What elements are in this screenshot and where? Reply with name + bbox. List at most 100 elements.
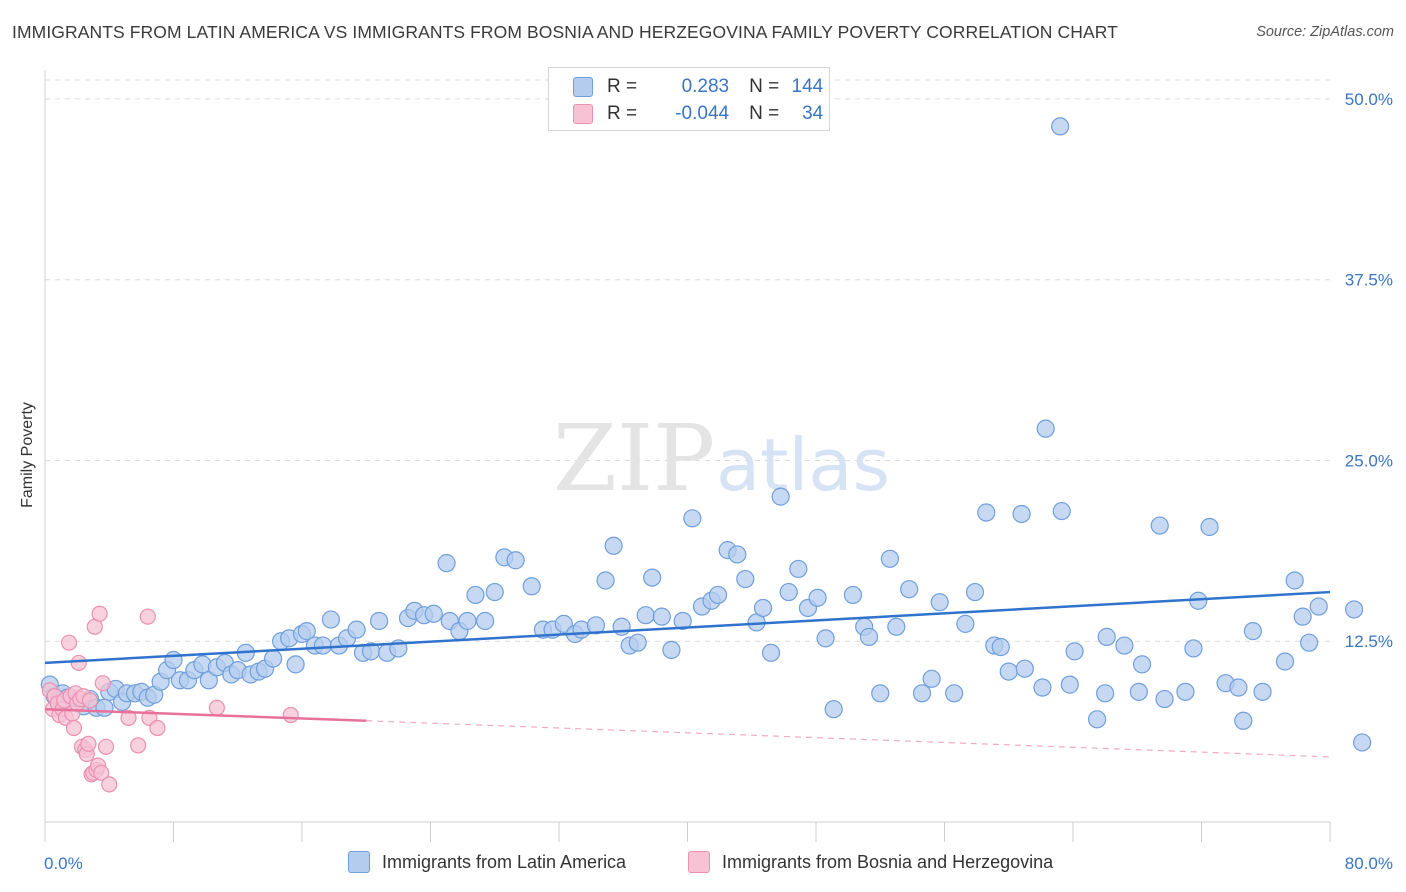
gridlines [45, 79, 1330, 642]
data-point [1253, 682, 1272, 701]
data-point [1060, 675, 1079, 694]
data-point [586, 616, 606, 635]
data-point [1243, 622, 1263, 641]
data-point [612, 617, 631, 636]
data-point [779, 582, 798, 602]
data-point [636, 606, 655, 625]
data-point [991, 637, 1010, 657]
data-point [94, 675, 111, 692]
data-point [1052, 501, 1071, 521]
data-point [628, 633, 647, 652]
data-point [437, 554, 456, 573]
n-label: N = [749, 76, 780, 97]
data-point [999, 662, 1018, 681]
data-point [65, 719, 83, 737]
watermark-zip: ZIP [553, 405, 715, 512]
data-point [297, 622, 316, 641]
data-point [930, 593, 949, 612]
legend-swatch-pink [688, 851, 710, 873]
data-point [945, 684, 964, 703]
data-point [60, 634, 78, 651]
legend-swatch-pink [573, 104, 593, 124]
data-point [1015, 659, 1034, 678]
data-point [139, 608, 156, 625]
y-tick-label: 50.0% [1345, 90, 1393, 109]
y-tick-label: 25.0% [1345, 451, 1393, 470]
data-point [97, 738, 115, 755]
data-point [164, 650, 183, 670]
data-point [683, 509, 702, 528]
data-point [80, 735, 97, 753]
x-tick-label-min: 0.0% [44, 854, 83, 873]
data-point [1012, 504, 1031, 524]
data-point [1129, 682, 1148, 701]
data-point [1096, 684, 1115, 703]
legend-label: Immigrants from Bosnia and Herzegovina [722, 851, 1054, 872]
data-point [673, 611, 692, 631]
r-value: 0.283 [681, 76, 730, 97]
data-point [1132, 655, 1152, 674]
n-value: 144 [791, 76, 824, 97]
y-tick-label: 12.5% [1345, 632, 1393, 651]
source-credit: Source: ZipAtlas.com [1256, 24, 1394, 40]
data-point [1344, 600, 1364, 619]
data-point [321, 610, 341, 629]
data-point [1353, 733, 1372, 752]
data-point [816, 629, 835, 648]
y-tick-label: 37.5% [1345, 271, 1393, 290]
data-point [263, 649, 283, 668]
legend-item-bosnia[interactable]: Immigrants from Bosnia and Herzegovina [688, 851, 1053, 873]
data-point [736, 569, 755, 589]
data-point [458, 611, 477, 631]
data-point [753, 598, 773, 618]
data-point [808, 588, 827, 607]
data-point [130, 737, 147, 754]
data-point [1176, 682, 1195, 701]
data-point [522, 577, 541, 596]
data-point [1150, 516, 1169, 535]
data-point [199, 671, 218, 690]
data-point [912, 684, 932, 703]
x-tick-label-max: 80.0% [1345, 854, 1393, 873]
r-label: R = [607, 103, 638, 124]
data-point [977, 503, 996, 522]
watermark: ZIP atlas [553, 405, 890, 512]
stats-legend: R = 0.283 N = 144 R = -0.044 N = 34 [548, 67, 830, 131]
data-point [824, 700, 843, 719]
series-legend: Immigrants from Latin America Immigrants… [0, 851, 1406, 877]
data-point [880, 549, 899, 568]
tick-labels: 12.5% 25.0% 37.5% 50.0% 0.0% 80.0% [44, 90, 1393, 873]
data-point [1293, 607, 1312, 626]
data-point [476, 611, 495, 631]
data-point [1051, 117, 1070, 136]
data-point [761, 643, 781, 662]
data-point [1184, 639, 1203, 658]
data-point [424, 604, 443, 623]
legend-swatch-blue [573, 77, 593, 97]
data-point [485, 582, 504, 602]
data-point [282, 706, 299, 724]
data-point [1285, 571, 1304, 590]
watermark-atlas: atlas [716, 423, 890, 507]
data-point [1300, 633, 1319, 652]
legend-label: Immigrants from Latin America [382, 851, 627, 872]
data-point [1200, 517, 1219, 537]
data-point [466, 585, 485, 605]
legend-swatch-blue [348, 851, 370, 873]
data-point [604, 536, 623, 555]
data-point [506, 551, 525, 570]
r-label: R = [607, 76, 638, 97]
data-point [900, 580, 919, 599]
data-point [965, 582, 985, 602]
r-value: -0.044 [675, 103, 730, 124]
data-point [887, 617, 906, 636]
series-bosnia-points [41, 605, 299, 793]
data-point [286, 655, 305, 674]
data-point [93, 764, 110, 781]
data-point [1155, 689, 1174, 709]
data-point [843, 585, 863, 605]
data-point [643, 568, 662, 587]
n-label: N = [749, 103, 780, 124]
legend-item-latin-america[interactable]: Immigrants from Latin America [348, 851, 626, 873]
